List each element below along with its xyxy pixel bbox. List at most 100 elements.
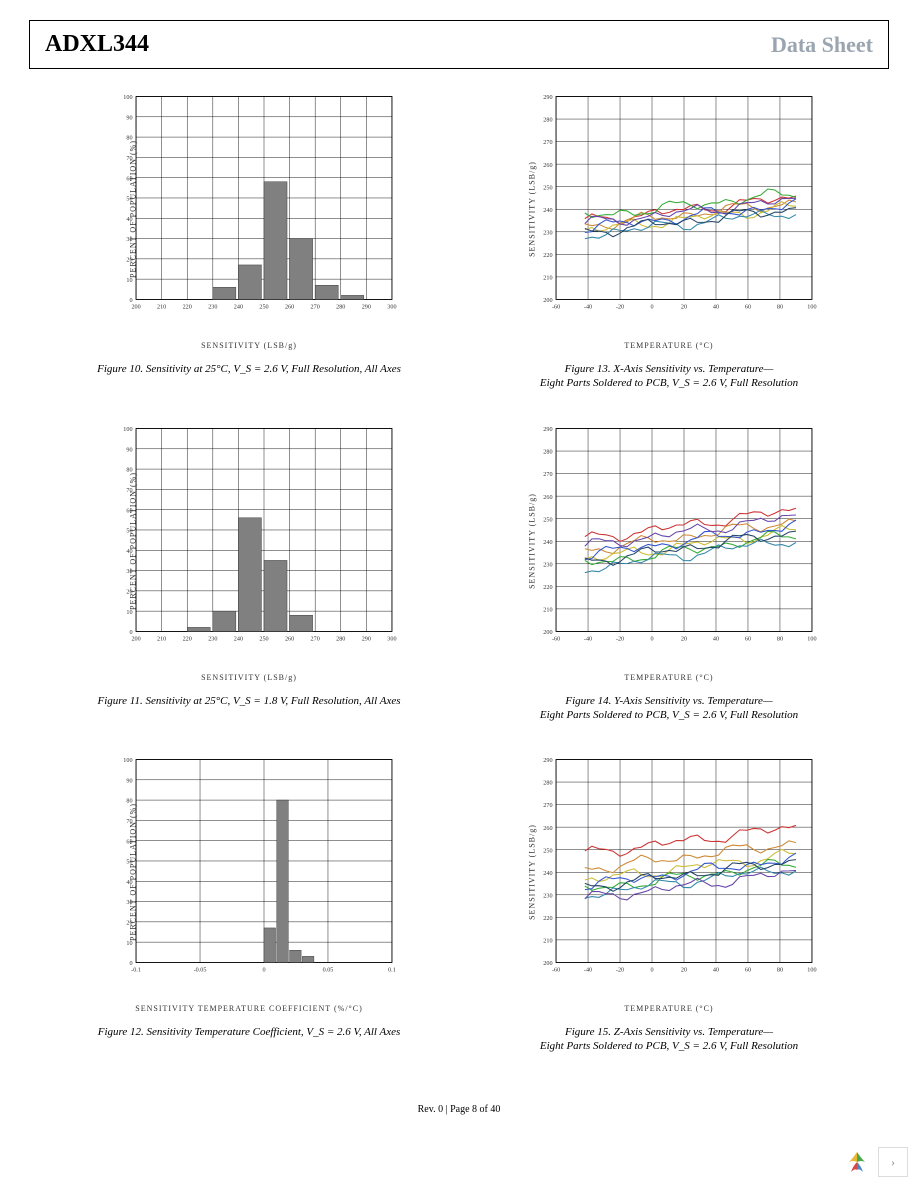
caption: Figure 10. Sensitivity at 25°C, V_S = 2.… xyxy=(97,362,401,376)
svg-text:-0.1: -0.1 xyxy=(131,967,141,973)
svg-text:250: 250 xyxy=(259,636,268,642)
svg-text:40: 40 xyxy=(713,636,719,642)
svg-text:80: 80 xyxy=(777,636,783,642)
svg-text:260: 260 xyxy=(285,304,294,310)
logo-icon[interactable] xyxy=(841,1146,873,1178)
svg-text:290: 290 xyxy=(362,304,371,310)
svg-text:90: 90 xyxy=(126,779,132,785)
svg-text:0.1: 0.1 xyxy=(388,967,396,973)
svg-text:90: 90 xyxy=(126,447,132,453)
fig11: PERCENT OF POPULATION (%) 200 210 220 230 24… xyxy=(59,421,439,723)
svg-text:40: 40 xyxy=(713,967,719,973)
svg-text:0: 0 xyxy=(650,304,653,310)
svg-text:240: 240 xyxy=(543,539,552,545)
svg-text:200: 200 xyxy=(131,636,140,642)
line-chart: -60-40-200204060801002002102202302402502… xyxy=(534,89,834,329)
svg-text:-40: -40 xyxy=(584,967,592,973)
svg-text:290: 290 xyxy=(543,758,552,764)
figure-grid: PERCENT OF POPULATION (%) 20021022023024… xyxy=(29,89,889,1054)
svg-text:10: 10 xyxy=(126,941,132,947)
svg-text:220: 220 xyxy=(543,585,552,591)
svg-text:0: 0 xyxy=(129,630,132,636)
svg-text:-60: -60 xyxy=(552,304,560,310)
svg-text:290: 290 xyxy=(362,636,371,642)
xlabel: SENSITIVITY TEMPERATURE COEFFICIENT (%/°… xyxy=(135,1004,363,1013)
svg-text:280: 280 xyxy=(543,118,552,124)
svg-text:80: 80 xyxy=(777,967,783,973)
next-page-button[interactable]: › xyxy=(878,1147,908,1177)
fig12: PERCENT OF POPULATION (%) -0.1-0.0500.05… xyxy=(59,752,439,1054)
svg-text:60: 60 xyxy=(745,636,751,642)
svg-text:0: 0 xyxy=(129,298,132,304)
svg-text:250: 250 xyxy=(543,849,552,855)
fig14: SENSITIVITY (LSB/g) -60-40-2002040608010… xyxy=(479,421,859,723)
ylabel: SENSITIVITY (LSB/g) xyxy=(527,824,536,920)
svg-text:0: 0 xyxy=(262,967,265,973)
svg-text:240: 240 xyxy=(543,871,552,877)
svg-text:-60: -60 xyxy=(552,636,560,642)
svg-text:200: 200 xyxy=(131,304,140,310)
line-chart: -60-40-200204060801002002102202302402502… xyxy=(534,752,834,992)
xlabel: TEMPERATURE (°C) xyxy=(624,1004,713,1013)
xlabel: SENSITIVITY (LSB/g) xyxy=(201,341,297,350)
svg-text:20: 20 xyxy=(681,967,687,973)
svg-text:60: 60 xyxy=(745,967,751,973)
part-number: ADXL344 xyxy=(45,31,149,58)
fig15: SENSITIVITY (LSB/g) -60-40-2002040608010… xyxy=(479,752,859,1054)
svg-text:270: 270 xyxy=(543,803,552,809)
page-header: ADXL344 Data Sheet xyxy=(29,20,889,69)
svg-text:220: 220 xyxy=(543,916,552,922)
svg-text:220: 220 xyxy=(543,253,552,259)
ylabel: PERCENT OF POPULATION (%) xyxy=(128,803,137,941)
svg-text:250: 250 xyxy=(259,304,268,310)
svg-text:280: 280 xyxy=(336,304,345,310)
svg-text:0: 0 xyxy=(129,961,132,967)
svg-text:100: 100 xyxy=(123,758,132,764)
svg-text:230: 230 xyxy=(543,562,552,568)
page-footer: Rev. 0 | Page 8 of 40 xyxy=(29,1104,889,1115)
svg-text:220: 220 xyxy=(183,636,192,642)
svg-text:-20: -20 xyxy=(616,967,624,973)
caption: Figure 15. Z-Axis Sensitivity vs. Temper… xyxy=(540,1025,798,1054)
svg-text:200: 200 xyxy=(543,961,552,967)
svg-text:290: 290 xyxy=(543,95,552,101)
xlabel: SENSITIVITY (LSB/g) xyxy=(201,673,297,682)
fig10: PERCENT OF POPULATION (%) 20021022023024… xyxy=(59,89,439,391)
nav-widget: › xyxy=(841,1146,908,1178)
line-chart: -60-40-200204060801002002102202302402502… xyxy=(534,421,834,661)
svg-text:90: 90 xyxy=(126,115,132,121)
svg-text:270: 270 xyxy=(311,636,320,642)
svg-text:260: 260 xyxy=(285,636,294,642)
svg-text:240: 240 xyxy=(234,636,243,642)
svg-text:10: 10 xyxy=(126,278,132,284)
svg-text:80: 80 xyxy=(777,304,783,310)
svg-text:-40: -40 xyxy=(584,304,592,310)
svg-text:0.05: 0.05 xyxy=(323,967,334,973)
histogram-chart: -0.1-0.0500.050.10102030405060708090100 xyxy=(114,752,414,992)
caption: Figure 14. Y-Axis Sensitivity vs. Temper… xyxy=(540,694,798,723)
svg-text:260: 260 xyxy=(543,163,552,169)
svg-text:100: 100 xyxy=(123,95,132,101)
svg-text:210: 210 xyxy=(157,636,166,642)
svg-text:230: 230 xyxy=(208,304,217,310)
svg-text:290: 290 xyxy=(543,427,552,433)
svg-text:10: 10 xyxy=(126,609,132,615)
svg-text:100: 100 xyxy=(807,304,816,310)
caption: Figure 12. Sensitivity Temperature Coeff… xyxy=(98,1025,401,1039)
svg-text:20: 20 xyxy=(681,304,687,310)
xlabel: TEMPERATURE (°C) xyxy=(624,341,713,350)
svg-text:230: 230 xyxy=(208,636,217,642)
svg-text:-20: -20 xyxy=(616,636,624,642)
svg-text:100: 100 xyxy=(807,967,816,973)
fig13: SENSITIVITY (LSB/g) -60-40-2002040608010… xyxy=(479,89,859,391)
svg-text:250: 250 xyxy=(543,185,552,191)
svg-text:260: 260 xyxy=(543,494,552,500)
svg-text:270: 270 xyxy=(543,140,552,146)
ylabel: SENSITIVITY (LSB/g) xyxy=(527,161,536,257)
ylabel: PERCENT OF POPULATION (%) xyxy=(128,472,137,610)
svg-text:270: 270 xyxy=(311,304,320,310)
svg-text:230: 230 xyxy=(543,894,552,900)
svg-text:220: 220 xyxy=(183,304,192,310)
doc-type: Data Sheet xyxy=(771,32,873,58)
svg-text:280: 280 xyxy=(543,449,552,455)
